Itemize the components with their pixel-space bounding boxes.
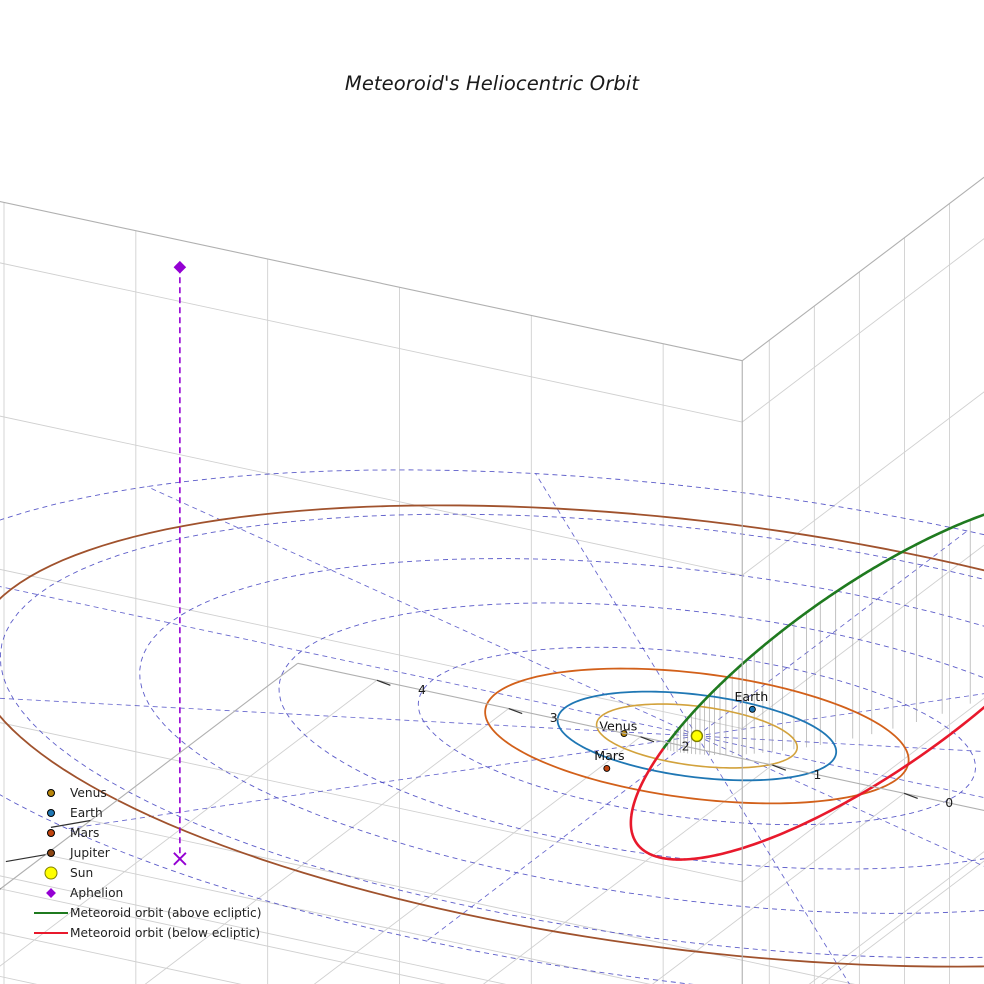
gridline-xz-h [808,851,984,984]
polar-spoke [67,735,697,830]
legend-item[interactable]: Mars [32,823,294,843]
page-title: Meteoroid's Heliocentric Orbit [344,72,640,95]
tick-label: 1 [813,767,821,782]
orbit-droplines [667,519,971,756]
legend: Venus Earth Mars Jupiter Sun Aphelion Meteoroi… [32,783,294,943]
meteoroid-orbit-above-ecliptic [661,513,984,751]
marker-mars [603,764,611,772]
legend-marker-circle-icon [32,803,70,823]
legend-marker-circle-icon [32,843,70,863]
gridline-xz-h [741,697,984,883]
tick-label: 2 [682,739,690,754]
tick-x [5,854,46,863]
polar-spoke [535,473,698,737]
legend-marker-circle-icon [32,783,70,803]
marker-sun [690,729,704,743]
legend-item[interactable]: Jupiter [32,843,294,863]
label-mars: Mars [594,748,624,763]
gridline-yz-h [0,722,743,883]
label-venus: Venus [599,718,637,733]
legend-item[interactable]: Earth [32,803,294,823]
gridline-yz-h [0,568,743,729]
legend-marker-circle-icon [32,823,70,843]
gridline-y [0,679,378,967]
tick-y [640,736,655,743]
legend-item-label: Aphelion [70,886,124,900]
meteoroid-orbit [629,513,984,861]
aphelion-foot-x-icon [173,852,187,866]
gridline-x [0,888,447,984]
tick-label: 0 [945,795,953,810]
label-earth: Earth [734,689,768,704]
pane-gridlines [0,202,984,984]
gridline-y [144,708,509,984]
gridline-y [313,736,641,984]
legend-marker-line-icon [32,903,70,923]
gridline-y [482,764,773,984]
meteoroid-orbit-below-ecliptic [629,705,984,861]
axis-tick-labels: −6−5−4−3−2−10−2−101234−101234 [418,682,953,810]
polar-spoke [696,735,850,984]
planet-orbit [595,703,798,769]
legend-item-label: Sun [70,866,94,880]
legend-item[interactable]: Venus [32,783,294,803]
legend-item-label: Jupiter [70,846,110,860]
spine-y-top-left [0,200,743,362]
gridline-y [821,860,984,984]
legend-item[interactable]: Sun [32,863,294,883]
tick-y [376,679,391,686]
pane-yz [0,201,743,984]
gridline-xz-h [741,391,984,576]
tick-label: 3 [550,710,558,725]
gridline-yz-h [0,262,743,423]
tick-label: 4 [418,682,426,697]
legend-marker-diamond-icon [32,883,70,903]
legend-marker-circle-icon [32,863,70,883]
gridline-xz-h [741,544,984,729]
spine-x-top-back [741,176,984,362]
tick-y [903,792,918,799]
legend-item[interactable]: Meteoroid orbit (above ecliptic) [32,903,294,923]
legend-item-label: Venus [70,786,107,800]
gridline-x [0,932,242,984]
tick-x [50,819,91,828]
tick-y [508,707,523,715]
gridline-y [652,792,905,984]
planet-orbit [0,504,984,968]
marker-earth [748,705,756,713]
legend-marker-line-icon [32,923,70,943]
gridline-yz-h [0,875,507,984]
legend-item-label: Earth [70,806,103,820]
tick-y [772,764,787,771]
polar-circle [0,469,984,984]
marker-aphelion [173,260,187,274]
planet-orbit [484,667,910,805]
planet-orbit [556,690,838,782]
aphelion-dropline [173,267,187,866]
legend-item-label: Mars [70,826,100,840]
legend-item-label: Meteoroid orbit (above ecliptic) [70,906,262,920]
gridline-xz-h [741,238,984,423]
legend-item-label: Meteoroid orbit (below ecliptic) [70,926,261,940]
planet-orbits [0,504,984,968]
axis-ticks [0,679,918,890]
pane-xz [742,177,984,984]
gridline-yz-h [0,415,743,576]
legend-item[interactable]: Aphelion [32,883,294,903]
polar-circle [278,602,984,870]
legend-item[interactable]: Meteoroid orbit (below ecliptic) [32,923,294,943]
